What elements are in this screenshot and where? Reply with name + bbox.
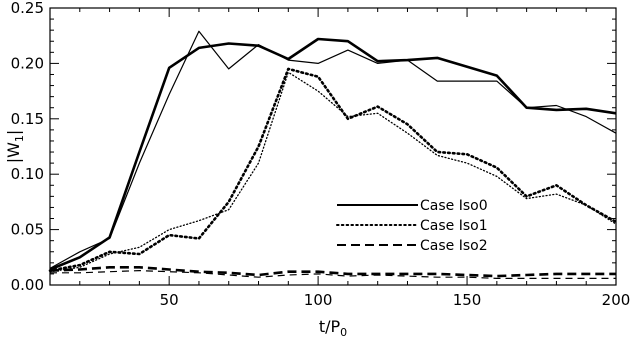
series-line-0 [49, 37, 617, 271]
x-axis-label: t/P0 [319, 317, 347, 339]
legend: Case Iso0 Case Iso1 Case Iso2 [336, 198, 488, 254]
series-line-1 [49, 30, 617, 269]
plot-frame [49, 7, 617, 286]
y-tick-label: 0.10 [11, 165, 44, 183]
series-layer [48, 30, 618, 279]
y-tick-label: 0.00 [11, 276, 44, 294]
series-line-3 [49, 71, 617, 273]
y-tick-label: 0.25 [11, 0, 44, 17]
series-line-5 [50, 270, 616, 279]
x-tick-label: 50 [160, 291, 179, 309]
series-line-2 [48, 67, 618, 272]
axis-labels: t/P0 |W1| [4, 130, 347, 339]
legend-label-2: Case Iso2 [420, 238, 488, 254]
x-tick-label: 100 [304, 291, 333, 309]
legend-label-1: Case Iso1 [420, 218, 488, 234]
y-tick-label: 0.05 [11, 221, 44, 239]
x-tick-label: 150 [453, 291, 482, 309]
y-tick-label: 0.15 [11, 110, 44, 128]
axes: 50 100 150 200 0.00 0.05 0.10 0.15 0.20 0.25 [11, 0, 631, 309]
legend-label-0: Case Iso0 [420, 198, 488, 214]
y-tick-label: 0.20 [11, 54, 44, 72]
x-tick-label: 200 [602, 291, 631, 309]
y-axis-label: |W1| [4, 130, 26, 164]
series-line-4 [49, 265, 616, 278]
